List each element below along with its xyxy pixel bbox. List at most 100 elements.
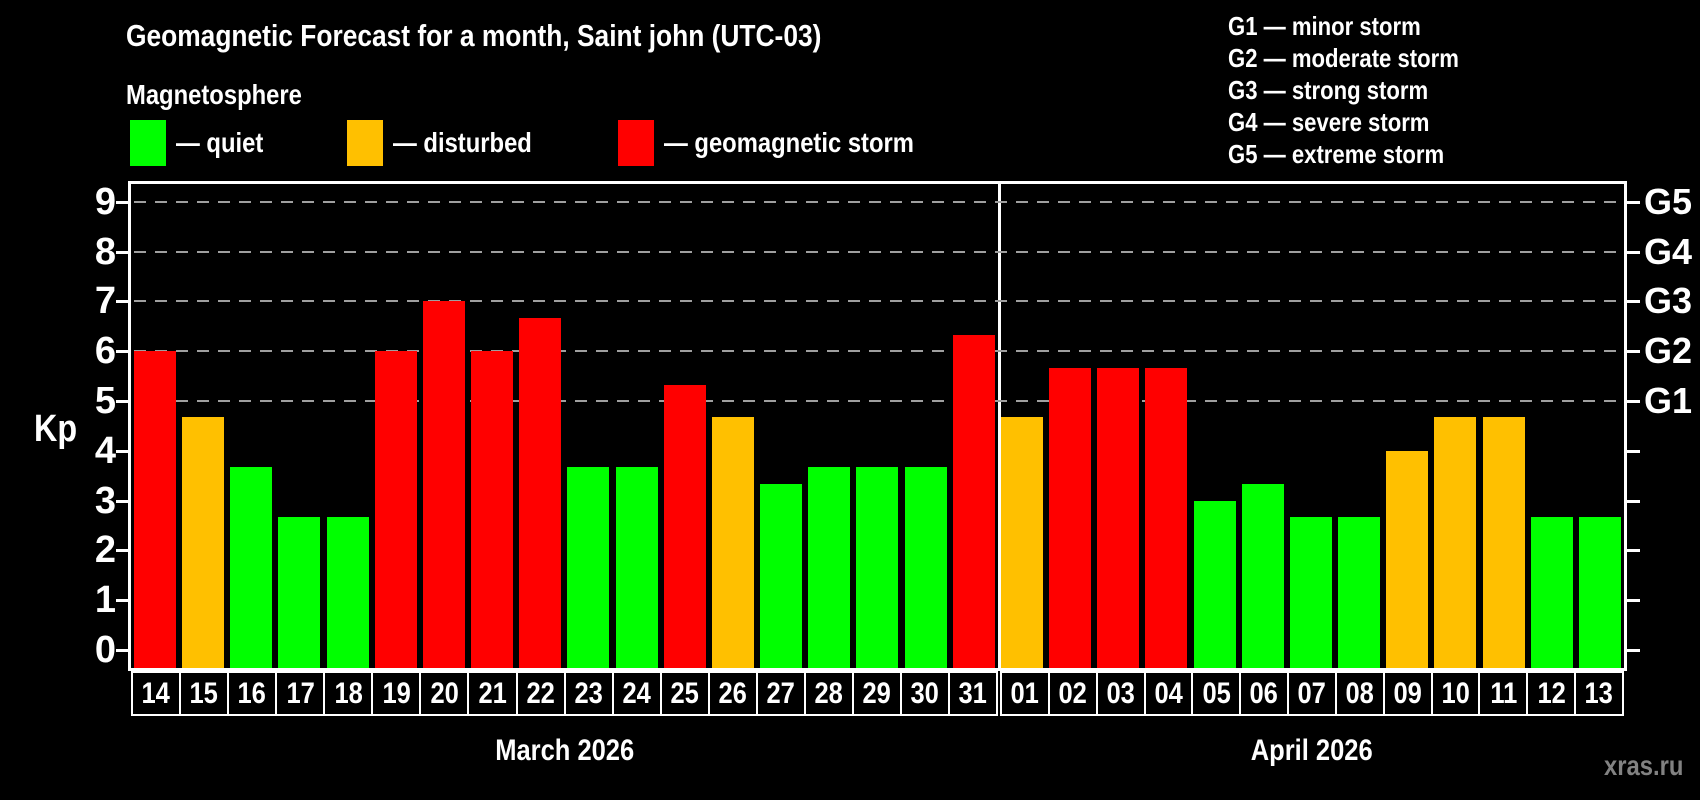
g-scale-tick-label: G2 xyxy=(1644,330,1693,372)
y-tick-right xyxy=(1627,400,1640,403)
date-cell-text: 04 xyxy=(1154,676,1183,710)
y-axis-title: Kp xyxy=(34,408,85,451)
date-cell: 31 xyxy=(948,671,999,716)
month-separator-line xyxy=(998,184,1001,668)
y-tick-left xyxy=(116,499,129,503)
date-cell: 30 xyxy=(900,671,951,716)
kp-bar xyxy=(1289,517,1332,668)
date-cell: 25 xyxy=(659,671,710,716)
kp-bar xyxy=(278,517,321,668)
date-cell: 02 xyxy=(1047,671,1098,716)
date-cell-text: 22 xyxy=(526,676,555,710)
legend-label-text: — quiet xyxy=(176,127,264,158)
kp-bar xyxy=(808,467,851,668)
kp-bar xyxy=(904,467,947,668)
date-cell-text: 25 xyxy=(670,676,699,710)
kp-bar xyxy=(230,467,273,668)
y-tick-left xyxy=(116,599,129,603)
g-scale-line-text: G4 — severe storm xyxy=(1228,107,1430,137)
date-cell: 10 xyxy=(1430,671,1481,716)
date-cell-text: 06 xyxy=(1249,676,1279,710)
date-cell-text: 02 xyxy=(1058,676,1087,710)
kp-bar xyxy=(182,417,225,668)
y-axis-left xyxy=(128,181,131,668)
kp-bar xyxy=(519,317,562,668)
date-cell-text: 03 xyxy=(1106,676,1135,710)
kp-bar xyxy=(374,351,417,668)
magnetosphere-subtitle-text: Magnetosphere xyxy=(126,79,302,110)
g-scale-tick-label: G3 xyxy=(1644,280,1693,322)
g-scale-line: G1 — minor storm xyxy=(1228,10,1500,42)
date-cell: 28 xyxy=(803,671,854,716)
g-scale-line: G5 — extreme storm xyxy=(1228,138,1500,170)
date-cell: 08 xyxy=(1334,671,1385,716)
watermark: xras.ru xyxy=(1540,750,1690,782)
y-tick-right xyxy=(1627,250,1640,254)
kp-bar xyxy=(663,384,706,668)
date-cell: 29 xyxy=(851,671,902,716)
date-cell-text: 01 xyxy=(1010,676,1040,710)
x-axis-baseline xyxy=(128,668,1627,671)
g-scale-tick-label: G4 xyxy=(1644,230,1693,272)
month-label-text: March 2026 xyxy=(495,734,634,767)
y-tick-label: 8 xyxy=(94,230,116,273)
g-scale-line: G4 — severe storm xyxy=(1228,106,1500,138)
date-cell-text: 14 xyxy=(141,676,171,710)
kp-bar xyxy=(567,467,610,668)
date-cell: 12 xyxy=(1526,671,1577,716)
g-scale-line-text: G5 — extreme storm xyxy=(1228,139,1445,169)
date-cell-text: 18 xyxy=(334,676,363,710)
date-cell: 24 xyxy=(611,671,662,716)
g-scale-line-text: G3 — strong storm xyxy=(1228,75,1429,105)
date-cell: 05 xyxy=(1191,671,1242,716)
kp-bar xyxy=(760,484,803,668)
g-scale-legend: G1 — minor storm G2 — moderate storm G3 — … xyxy=(1228,10,1500,170)
kp-bar xyxy=(422,301,465,668)
date-cell: 06 xyxy=(1239,671,1290,716)
disturbed-color-swatch xyxy=(347,120,383,166)
date-cell: 14 xyxy=(131,671,182,716)
kp-bar xyxy=(1434,417,1477,668)
date-cell-text: 23 xyxy=(574,676,603,710)
quiet-color-swatch xyxy=(130,120,166,166)
kp-bar xyxy=(134,351,176,668)
y-tick-left xyxy=(116,250,129,254)
month-label: April 2026 xyxy=(1000,734,1624,768)
g-scale-tick-label: G5 xyxy=(1644,180,1693,222)
legend-label-text: — geomagnetic storm xyxy=(664,127,914,158)
y-tick-right xyxy=(1627,300,1640,304)
date-cell: 27 xyxy=(755,671,806,716)
date-cell-text: 12 xyxy=(1537,676,1566,710)
kp-bar xyxy=(1578,517,1621,668)
date-cell: 20 xyxy=(419,671,470,716)
date-cell-text: 17 xyxy=(286,676,315,710)
date-cell-text: 28 xyxy=(814,676,844,710)
y-tick-right xyxy=(1627,649,1640,652)
date-cell-text: 08 xyxy=(1345,676,1375,710)
g-scale-line: G2 — moderate storm xyxy=(1228,42,1500,74)
date-cell-text: 07 xyxy=(1297,676,1327,710)
date-cell: 18 xyxy=(323,671,374,716)
y-tick-label: 4 xyxy=(94,429,116,472)
page-title-text: Geomagnetic Forecast for a month, Saint … xyxy=(126,18,822,53)
legend-label: — geomagnetic storm xyxy=(664,120,958,166)
date-cell: 19 xyxy=(371,671,422,716)
y-tick-left xyxy=(116,449,129,453)
y-tick-label: 2 xyxy=(94,529,116,572)
g-scale-line: G3 — strong storm xyxy=(1228,74,1500,106)
y-tick-left xyxy=(116,200,129,204)
date-cell-text: 19 xyxy=(382,676,411,710)
g-scale-tick-label: G1 xyxy=(1644,380,1693,421)
month-label-text: April 2026 xyxy=(1251,734,1373,767)
page-title: Geomagnetic Forecast for a month, Saint … xyxy=(126,18,944,54)
date-cell: 23 xyxy=(563,671,614,716)
kp-bar xyxy=(615,467,658,668)
date-cell: 22 xyxy=(515,671,566,716)
date-row: 14 15 16 17 18 19 20 21 22 23 24 25 26 27 28 29 30 31 xyxy=(131,671,999,716)
legend-label: — disturbed xyxy=(393,120,556,166)
date-cell-text: 16 xyxy=(237,676,267,710)
plot-top-border xyxy=(128,181,1627,184)
gridline-kp9 xyxy=(134,200,1624,203)
date-cell-text: 15 xyxy=(189,676,219,710)
